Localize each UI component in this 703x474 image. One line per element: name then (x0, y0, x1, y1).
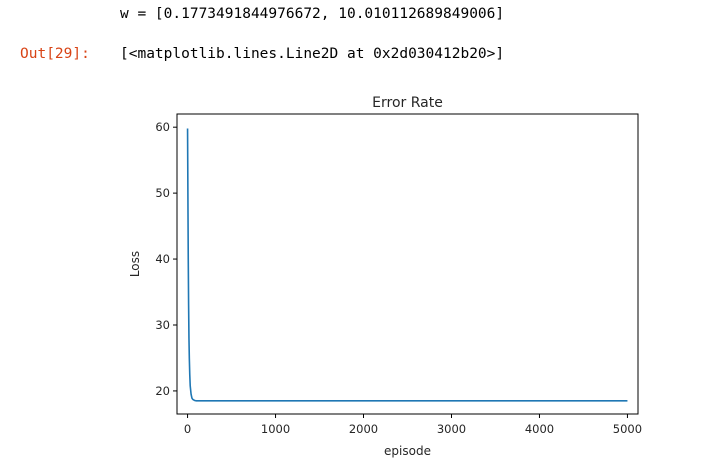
x-tick-label: 3000 (437, 422, 466, 436)
y-tick-label: 60 (155, 120, 170, 134)
x-tick-label: 1000 (261, 422, 290, 436)
x-tick-label: 0 (184, 422, 191, 436)
axes-frame (176, 113, 639, 415)
x-tick-label: 4000 (525, 422, 554, 436)
output-repr: [<matplotlib.lines.Line2D at 0x2d030412b… (120, 46, 505, 62)
y-axis-label: Loss (128, 251, 142, 277)
y-tick-label: 40 (155, 252, 170, 266)
x-tick-label: 2000 (349, 422, 378, 436)
y-tick-label: 30 (155, 318, 170, 332)
y-axis: 20 30 40 50 60 (155, 120, 177, 398)
chart-title: Error Rate (372, 95, 443, 111)
plot-area (186, 128, 628, 402)
x-axis-label: episode (384, 444, 431, 458)
x-axis: 0 1000 2000 3000 4000 5000 (184, 414, 642, 436)
y-tick-label: 20 (155, 384, 170, 398)
y-tick-label: 50 (155, 186, 170, 200)
series-line-0 (186, 128, 628, 402)
output-prompt: Out[29]: (20, 46, 90, 62)
x-tick-label: 5000 (613, 422, 642, 436)
stdout-text: w = [0.1773491844976672, 10.010112689849… (120, 6, 505, 22)
